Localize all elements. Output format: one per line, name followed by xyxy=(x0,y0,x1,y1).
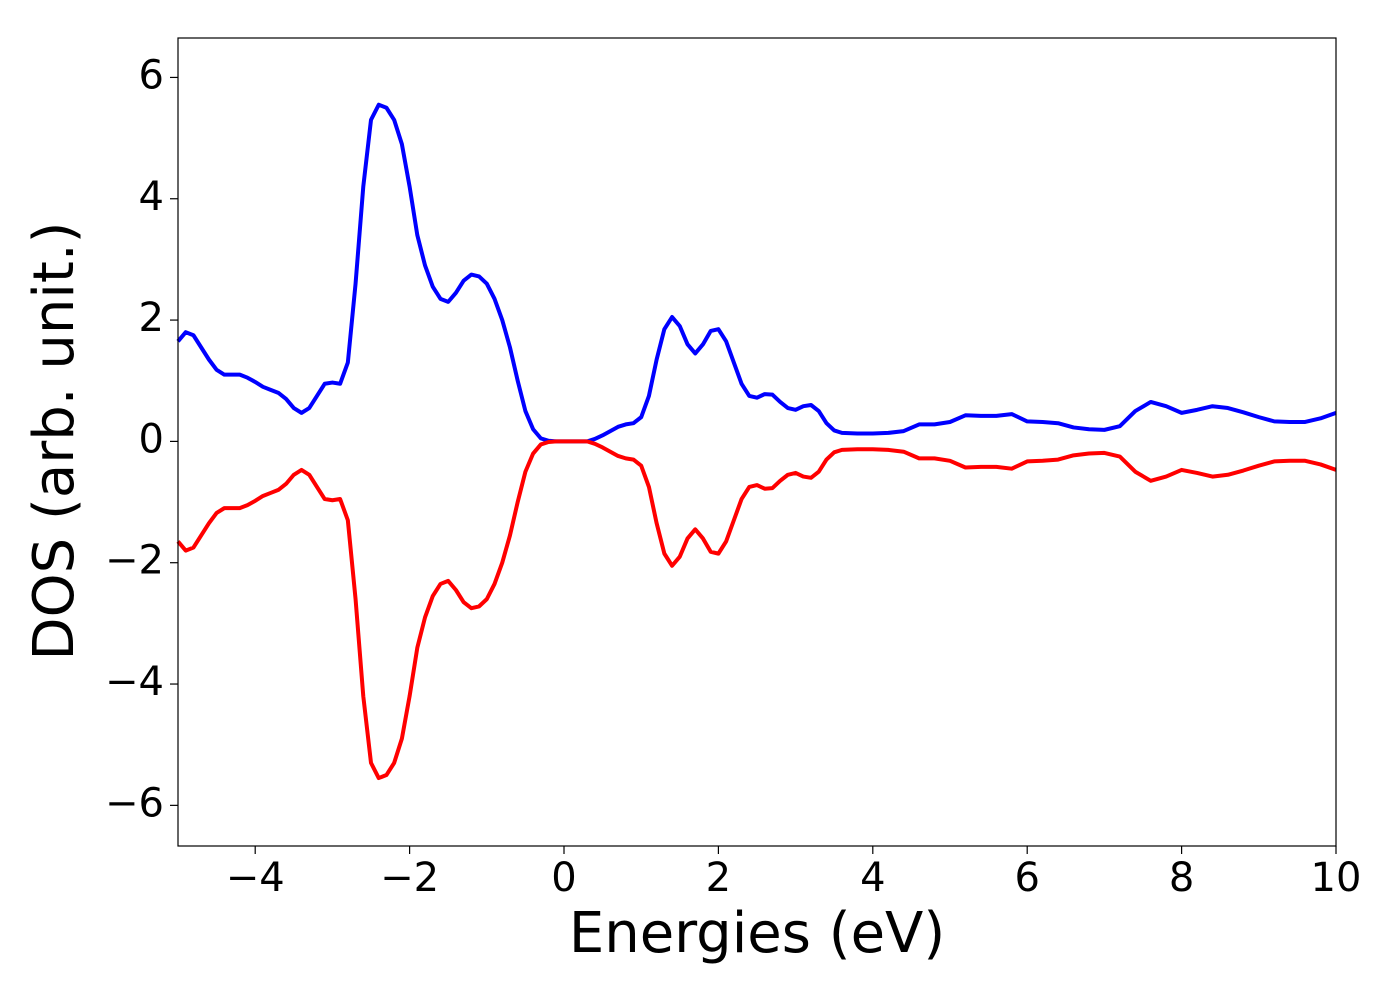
y-tick-label: 2 xyxy=(139,295,164,341)
y-tick-label: −4 xyxy=(105,659,164,705)
y-tick-label: −6 xyxy=(105,780,164,826)
x-tick-label: 6 xyxy=(1014,855,1039,901)
x-tick-label: 10 xyxy=(1311,855,1362,901)
y-tick-label: 0 xyxy=(139,416,164,462)
x-tick-label: −4 xyxy=(226,855,285,901)
x-tick-label: 0 xyxy=(551,855,576,901)
y-tick-label: 6 xyxy=(139,52,164,98)
x-tick-label: 8 xyxy=(1169,855,1194,901)
plot-frame xyxy=(177,37,1337,847)
x-tick-label: −2 xyxy=(380,855,439,901)
x-tick-label: 4 xyxy=(860,855,885,901)
y-axis-label: DOS (arb. unit.) xyxy=(22,221,87,660)
dos-line xyxy=(176,439,1337,781)
x-axis-label: Energies (eV) xyxy=(569,901,945,966)
y-tick-label: 4 xyxy=(139,174,164,220)
dos-line xyxy=(176,102,1337,444)
x-tick-label: 2 xyxy=(706,855,731,901)
y-tick-label: −2 xyxy=(105,538,164,584)
